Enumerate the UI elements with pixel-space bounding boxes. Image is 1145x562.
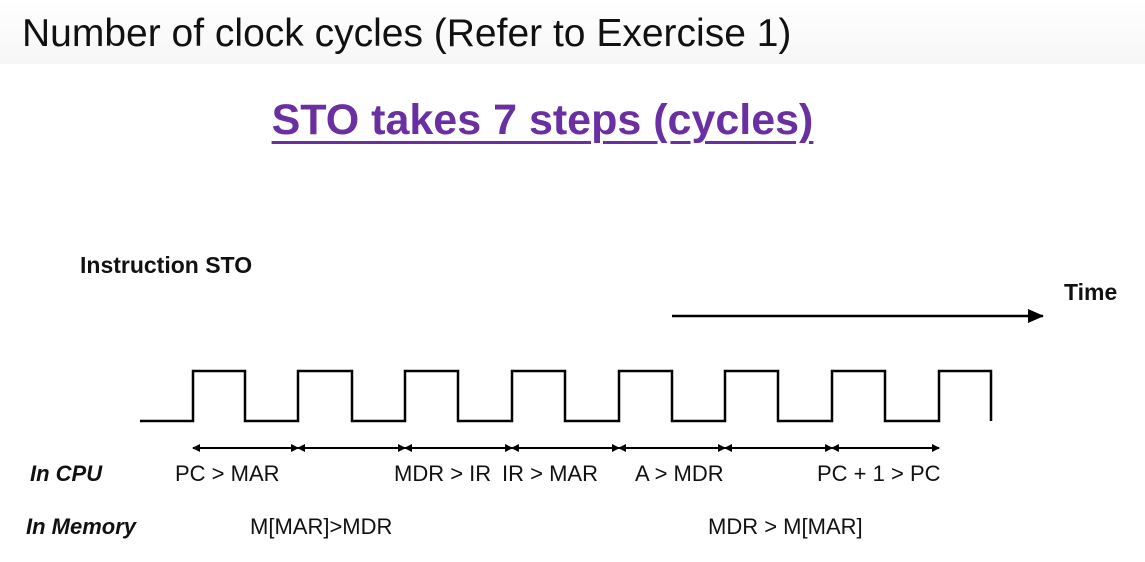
clock-waveform — [140, 369, 993, 423]
cpu-step-ir-to-mar: IR > MAR — [502, 461, 598, 486]
cpu-step-a-to-mdr: A > MDR — [635, 461, 724, 486]
memory-step-read: M[MAR]>MDR — [250, 514, 393, 539]
slide-title: Number of clock cycles (Refer to Exercis… — [22, 12, 792, 55]
header-bar — [0, 0, 1145, 64]
cpu-step-pc-to-mar: PC > MAR — [175, 461, 280, 486]
slide-subtitle: STO takes 7 steps (cycles) — [271, 96, 814, 144]
time-label: Time — [1064, 279, 1118, 305]
cpu-step-pc-increment: PC + 1 > PC — [817, 461, 941, 486]
cpu-step-mdr-to-ir: MDR > IR — [394, 461, 492, 486]
instruction-label: Instruction STO — [80, 252, 253, 278]
memory-step-write: MDR > M[MAR] — [708, 514, 863, 539]
row-label-memory: In Memory — [26, 514, 137, 539]
row-label-cpu: In CPU — [30, 461, 103, 486]
